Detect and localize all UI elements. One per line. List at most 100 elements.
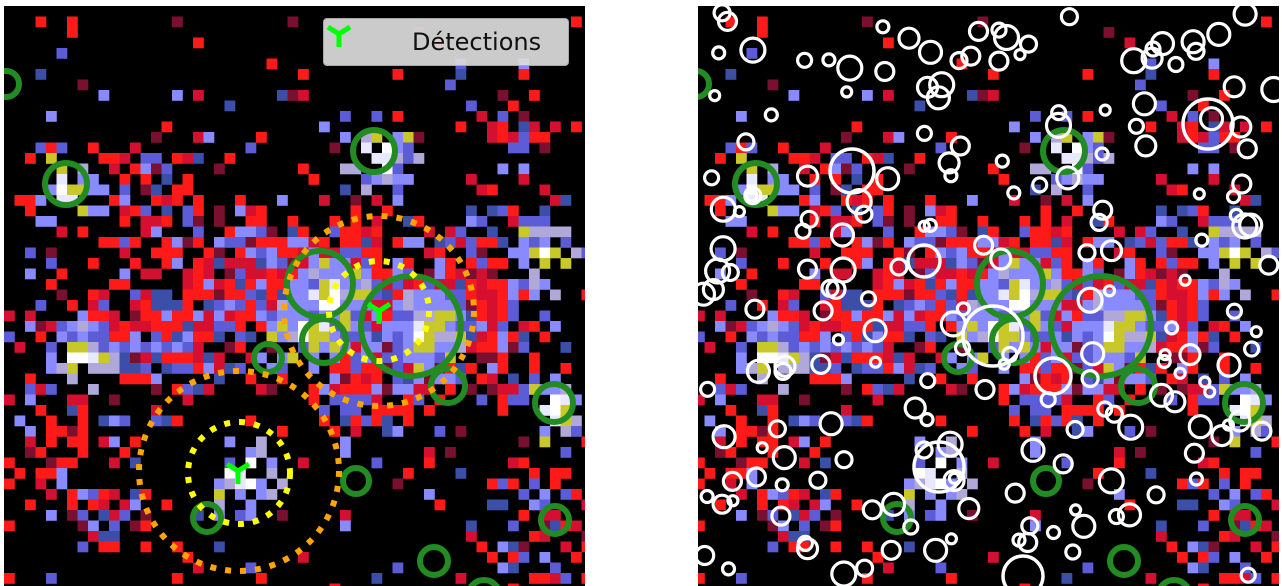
candidate-ring xyxy=(859,290,878,308)
candidate-ring xyxy=(928,71,956,99)
candidate-ring xyxy=(1238,212,1264,238)
candidate-ring xyxy=(736,132,756,152)
right-image-panel xyxy=(698,6,1279,586)
candidate-ring xyxy=(744,298,766,320)
source-ring xyxy=(1228,503,1262,537)
candidate-ring xyxy=(1222,75,1246,99)
candidate-ring xyxy=(810,353,832,375)
candidate-ring xyxy=(1216,352,1242,378)
candidate-ring xyxy=(1097,467,1125,495)
candidate-ring xyxy=(698,281,717,307)
candidate-ring xyxy=(1164,320,1180,336)
candidate-ring xyxy=(925,85,951,111)
candidate-ring xyxy=(875,19,891,35)
candidate-ring xyxy=(989,247,1013,271)
candidate-ring xyxy=(721,470,744,492)
candidate-ring xyxy=(1001,554,1045,586)
candidate-ring xyxy=(902,518,920,536)
candidate-ring xyxy=(1069,503,1083,517)
candidate-ring xyxy=(767,419,788,439)
candidate-ring xyxy=(795,51,814,69)
candidate-ring xyxy=(1077,243,1097,263)
source-ring xyxy=(251,341,285,375)
candidate-ring xyxy=(795,537,820,561)
source-ring xyxy=(538,503,572,537)
candidate-ring xyxy=(845,188,873,216)
candidate-ring xyxy=(1098,103,1112,117)
candidate-ring xyxy=(955,301,971,317)
pixel-layer xyxy=(4,16,585,586)
candidate-ring xyxy=(1020,516,1040,536)
source-ring xyxy=(732,160,780,208)
candidate-ring xyxy=(825,278,847,300)
candidate-ring xyxy=(1045,524,1062,541)
candidate-ring xyxy=(1104,404,1124,424)
candidate-ring xyxy=(1260,75,1279,104)
candidate-ring xyxy=(960,45,982,67)
candidate-ring xyxy=(875,166,901,192)
candidate-ring xyxy=(720,262,740,283)
candidate-ring xyxy=(1198,106,1225,132)
candidate-ring-layer xyxy=(698,6,1279,586)
candidate-ring xyxy=(967,20,990,42)
source-ring xyxy=(190,501,224,535)
source-ring xyxy=(42,160,90,208)
candidate-ring xyxy=(1173,366,1187,380)
source-ring xyxy=(989,316,1039,366)
candidate-ring xyxy=(915,124,933,143)
detection-marker xyxy=(366,301,392,324)
candidate-ring xyxy=(711,493,733,515)
candidate-ring xyxy=(992,23,1021,52)
source-ring xyxy=(1222,381,1266,425)
candidate-ring xyxy=(836,54,864,82)
candidate-ring xyxy=(942,469,966,493)
candidate-ring xyxy=(699,488,715,505)
candidate-ring xyxy=(745,358,772,384)
candidate-ring xyxy=(1236,138,1258,160)
candidate-ring xyxy=(698,544,716,567)
candidate-ring xyxy=(834,450,854,470)
candidate-ring xyxy=(1071,513,1097,539)
candidate-ring xyxy=(745,189,759,203)
candidate-ring xyxy=(919,372,937,390)
candidate-ring xyxy=(855,558,875,578)
candidate-ring xyxy=(1225,302,1244,320)
source-ring xyxy=(350,127,398,175)
source-ring xyxy=(532,381,576,425)
candidate-ring xyxy=(1231,173,1253,195)
candidate-ring xyxy=(997,357,1011,371)
candidate-ring xyxy=(1050,104,1068,122)
candidate-ring xyxy=(770,505,792,527)
candidate-ring xyxy=(1044,111,1073,140)
candidate-ring xyxy=(1183,442,1205,464)
candidate-ring xyxy=(712,6,732,23)
candidate-ring xyxy=(914,440,934,460)
candidate-ring xyxy=(862,318,888,344)
candidate-ring xyxy=(974,378,996,401)
source-ring xyxy=(428,366,468,406)
candidate-ring xyxy=(1167,55,1185,74)
candidate-ring xyxy=(699,380,717,398)
candidate-ring xyxy=(854,204,874,224)
candidate-ring xyxy=(1229,115,1253,139)
candidate-ring xyxy=(1089,212,1109,232)
candidate-ring xyxy=(1059,7,1079,27)
source-ring xyxy=(1040,127,1088,175)
candidate-ring xyxy=(821,52,837,68)
candidate-ring xyxy=(943,168,959,184)
candidate-ring xyxy=(711,45,727,61)
candidate-ring xyxy=(903,396,927,420)
candidate-ring xyxy=(1092,199,1114,221)
inner-search-region xyxy=(185,419,293,527)
candidate-ring xyxy=(840,85,854,99)
left-image-canvas xyxy=(4,16,585,586)
candidate-ring xyxy=(808,470,828,490)
candidate-ring xyxy=(1258,254,1279,276)
inner-search-region xyxy=(326,258,432,364)
candidate-ring xyxy=(743,186,763,206)
candidate-ring xyxy=(812,300,834,322)
candidate-ring xyxy=(1156,353,1172,370)
legend-label: Détections xyxy=(412,28,542,56)
candidate-ring xyxy=(708,88,722,103)
candidate-ring xyxy=(1163,390,1187,414)
